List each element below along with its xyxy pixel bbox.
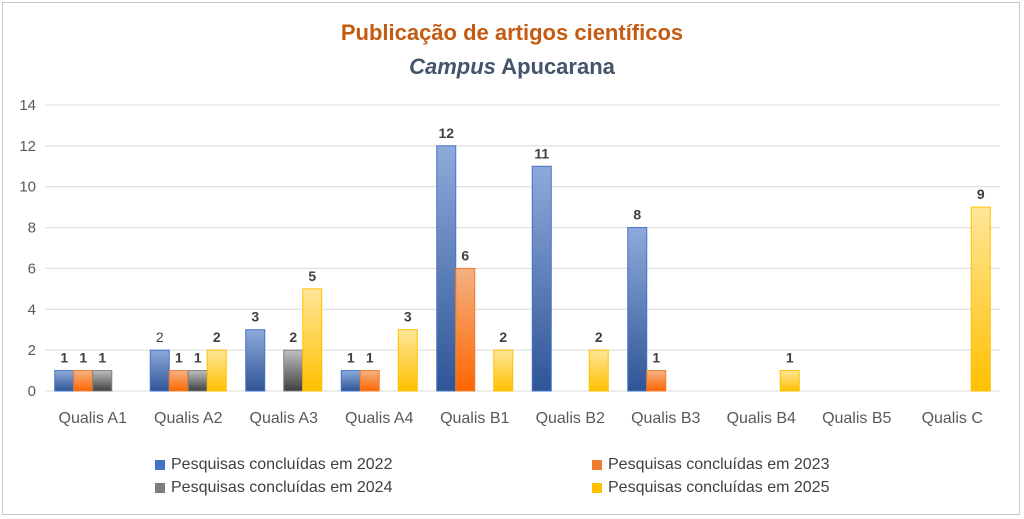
x-tick-label: Qualis A2 (154, 410, 223, 427)
legend-label-2024: Pesquisas concluídas em 2024 (171, 479, 393, 496)
bar-qualis-a4-series-3 (397, 329, 418, 392)
bar-qualis-b2-series-3 (588, 349, 609, 392)
data-label: 1 (366, 350, 374, 366)
bars (54, 145, 991, 392)
data-label: 12 (438, 125, 454, 141)
bar-qualis-a4-series-0 (340, 370, 361, 392)
legend-swatch-2022 (155, 460, 165, 470)
bar-qualis-b2-series-0 (531, 165, 552, 392)
data-label: 1 (347, 350, 355, 366)
data-label: 1 (175, 350, 183, 366)
chart-subtitle: Campus Apucarana (0, 54, 1024, 80)
data-label: 1 (98, 350, 106, 366)
x-tick-label: Qualis B3 (631, 410, 700, 427)
chart-title: Publicação de artigos científicos (340, 20, 684, 45)
legend-item-2022: Pesquisas concluídas em 2022 (155, 456, 392, 474)
data-label: 3 (251, 309, 259, 325)
subtitle-location: Apucarana (495, 54, 615, 79)
legend-item-2023: Pesquisas concluídas em 2023 (592, 456, 829, 474)
data-label: 9 (977, 186, 985, 202)
bar-qualis-a1-series-2 (92, 370, 113, 392)
gridlines (45, 104, 1000, 392)
y-tick-label: 10 (19, 179, 36, 196)
data-label: 1 (60, 350, 68, 366)
subtitle-campus: Campus (409, 54, 496, 79)
data-label: 2 (595, 329, 603, 345)
x-axis: Qualis A1 Qualis A2 Qualis A3 Qualis A4 Qual… (59, 410, 983, 427)
x-tick-label: Qualis A1 (59, 410, 128, 427)
bar-qualis-a1-series-0 (54, 370, 75, 392)
y-tick-label: 4 (28, 301, 36, 318)
y-tick-label: 12 (19, 138, 36, 155)
legend-label-2023: Pesquisas concluídas em 2023 (608, 456, 830, 473)
bar-qualis-b3-series-0 (627, 227, 648, 392)
bar-qualis-a2-series-2 (187, 370, 208, 392)
data-label: 1 (652, 350, 660, 366)
legend-item-2024: Pesquisas concluídas em 2024 (155, 479, 392, 497)
data-label: 2 (156, 329, 164, 345)
x-tick-label: Qualis B2 (536, 410, 605, 427)
x-tick-label: Qualis B1 (440, 410, 509, 427)
y-tick-label: 2 (28, 342, 36, 359)
legend-label-2022: Pesquisas concluídas em 2022 (171, 456, 393, 473)
y-tick-label: 14 (19, 97, 36, 114)
legend-item-2025: Pesquisas concluídas em 2025 (592, 479, 829, 497)
bar-qualis-a3-series-3 (302, 288, 323, 392)
bar-qualis-b1-series-3 (493, 349, 514, 392)
data-label: 2 (213, 329, 221, 345)
x-tick-label: Qualis C (922, 410, 983, 427)
y-tick-label: 6 (28, 260, 36, 277)
bar-qualis-b1-series-1 (455, 267, 476, 392)
data-label: 11 (534, 145, 549, 161)
legend-swatch-2023 (592, 460, 602, 470)
bar-qualis-a2-series-3 (206, 349, 227, 392)
x-tick-label: Qualis B5 (822, 410, 891, 427)
data-label: 1 (79, 350, 87, 366)
y-tick-label: 8 (28, 220, 36, 237)
data-label: 5 (308, 268, 316, 284)
legend-swatch-2025 (592, 483, 602, 493)
bar-qualis-b3-series-1 (646, 370, 667, 392)
data-label: 2 (289, 329, 297, 345)
bar-qualis-a2-series-1 (168, 370, 189, 392)
bar-qualis-a3-series-2 (283, 349, 304, 392)
y-tick-label: 0 (28, 383, 36, 400)
y-axis: 0 2 4 6 8 10 12 14 (19, 97, 36, 400)
x-tick-label: Qualis A3 (250, 410, 319, 427)
x-tick-label: Qualis B4 (727, 410, 796, 427)
data-label: 6 (461, 247, 469, 263)
legend: Pesquisas concluídas em 2022 Pesquisas c… (0, 452, 1024, 502)
bar-qualis-b1-series-0 (436, 145, 457, 392)
bar-qualis-a4-series-1 (359, 370, 380, 392)
data-label: 8 (633, 207, 641, 223)
bar-qualis-c-series-3 (970, 206, 991, 392)
x-tick-label: Qualis A4 (345, 410, 414, 427)
legend-label-2025: Pesquisas concluídas em 2025 (608, 479, 830, 496)
legend-swatch-2024 (155, 483, 165, 493)
bar-qualis-a3-series-0 (245, 329, 266, 392)
bar-qualis-a1-series-1 (73, 370, 94, 392)
bar-qualis-b4-series-3 (779, 370, 800, 392)
data-label: 1 (194, 350, 202, 366)
data-label: 1 (786, 350, 794, 366)
bar-qualis-a2-series-0 (149, 349, 170, 392)
data-label: 3 (404, 309, 412, 325)
data-label: 2 (499, 329, 507, 345)
